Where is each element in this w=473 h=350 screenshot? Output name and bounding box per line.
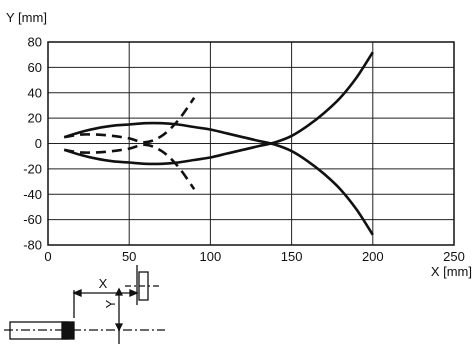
x-axis-label: X [mm] <box>431 264 472 279</box>
inset-diagram <box>4 265 165 344</box>
x-tick-label: 200 <box>362 249 384 264</box>
y-tick-label: 40 <box>28 85 42 100</box>
dashed-series-line-2 <box>63 97 196 144</box>
dashed-series-line-3 <box>63 143 196 190</box>
y-tick-label: 60 <box>28 60 42 75</box>
x-tick-label: 150 <box>281 249 303 264</box>
x-tick-label: 50 <box>122 249 136 264</box>
y-tick-label: -60 <box>23 212 42 227</box>
y-tick-label: -20 <box>23 161 42 176</box>
x-tick-label: 250 <box>443 249 465 264</box>
y-tick-label: 80 <box>28 35 42 50</box>
series-group <box>63 51 374 236</box>
inset-y-label: Y <box>103 299 118 308</box>
y-tick-label: 0 <box>35 136 42 151</box>
inset-x-label: X <box>99 276 108 291</box>
grid <box>47 41 455 246</box>
y-tick-label: -40 <box>23 187 42 202</box>
y-dim-arrows <box>114 287 124 332</box>
y-tick-label: 20 <box>28 111 42 126</box>
x-tick-label: 0 <box>44 249 51 264</box>
solid-series-line-0 <box>63 121 374 236</box>
y-axis-label: Y [mm] <box>6 10 47 25</box>
x-dim-arrows <box>72 289 139 297</box>
plot-frame <box>47 41 455 246</box>
y-tick-label: -80 <box>23 238 42 253</box>
x-tick-label: 100 <box>200 249 222 264</box>
solid-series-line-1 <box>63 51 374 166</box>
